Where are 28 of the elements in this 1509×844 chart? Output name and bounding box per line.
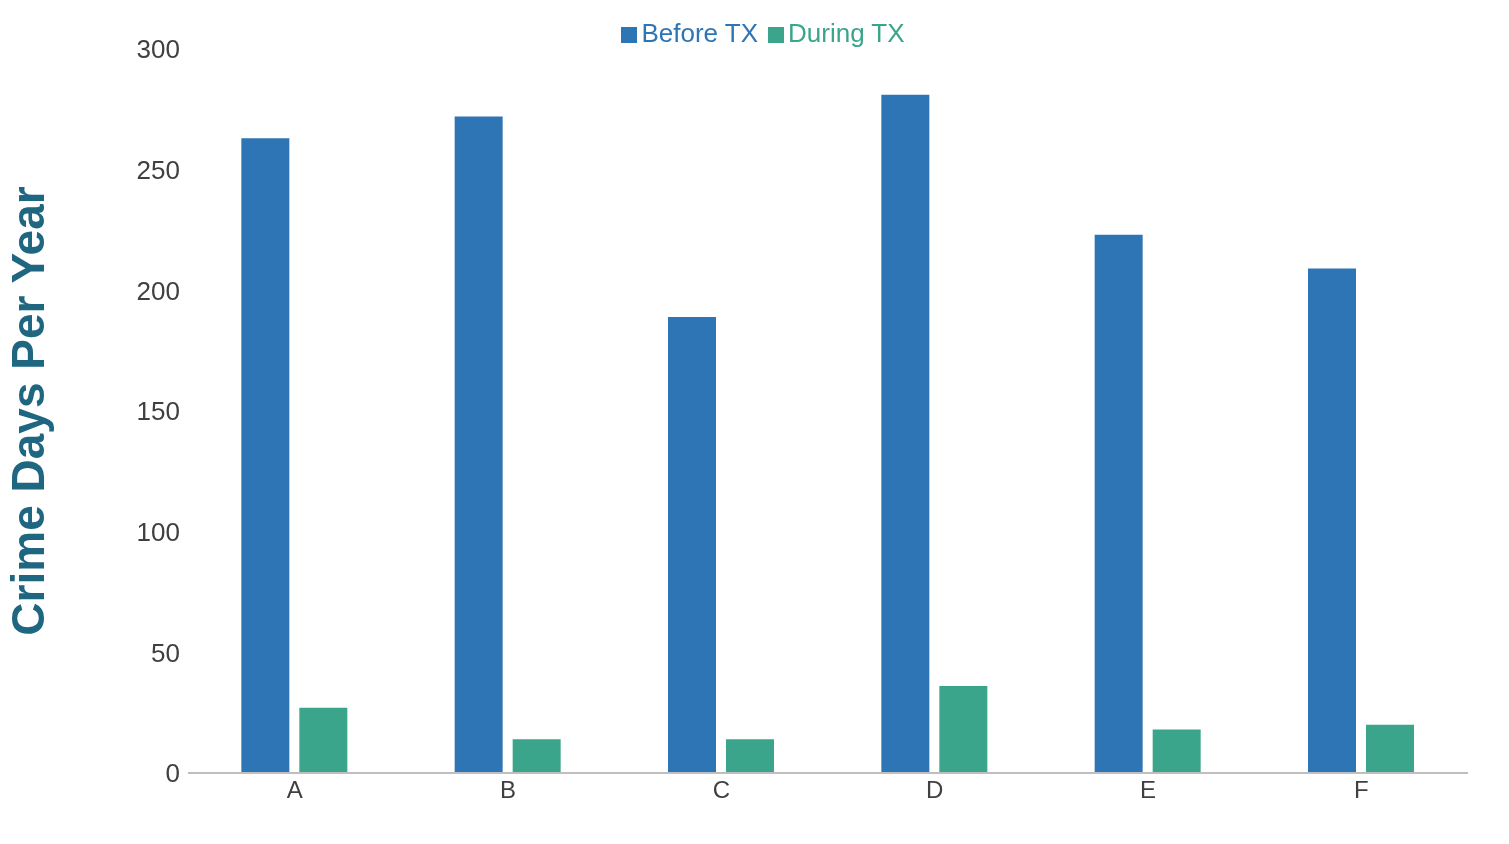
bar: [939, 686, 988, 773]
legend-label: During TX: [788, 18, 905, 48]
x-tick-label: B: [499, 776, 517, 804]
y-tick-label: 100: [136, 516, 180, 547]
x-tick-label: C: [712, 776, 731, 804]
y-tick-label: 300: [136, 34, 180, 65]
bar: [1308, 268, 1356, 773]
x-tick-label: F: [1354, 776, 1369, 804]
bar: [881, 94, 930, 773]
x-tick-label: D: [925, 776, 944, 804]
y-tick-label: 0: [165, 758, 180, 789]
y-tick-label: 200: [136, 275, 180, 306]
y-axis-title: Crime Days Per Year: [2, 186, 55, 636]
x-tick-label: E: [1139, 776, 1157, 804]
bar: [454, 116, 503, 773]
bar: [668, 316, 716, 773]
bar: [726, 739, 774, 773]
bar: [241, 138, 290, 773]
bar: [299, 707, 348, 773]
bar: [1152, 729, 1201, 773]
y-tick-label: 250: [136, 154, 180, 185]
bar: [512, 739, 561, 773]
bar: [1366, 724, 1414, 773]
x-tick-label: A: [286, 776, 303, 804]
y-tick-label: 50: [151, 637, 180, 668]
bar: [1094, 234, 1143, 773]
y-tick-label: 150: [136, 396, 180, 427]
legend-label: Before TX: [641, 18, 758, 48]
